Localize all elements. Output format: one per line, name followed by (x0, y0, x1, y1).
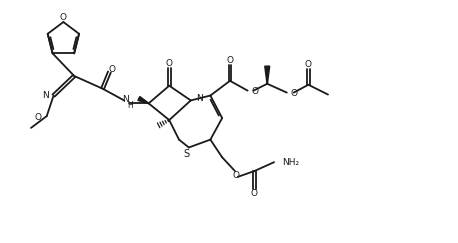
Polygon shape (265, 66, 270, 84)
Text: O: O (291, 89, 298, 98)
Text: S: S (184, 149, 190, 159)
Text: O: O (305, 60, 312, 69)
Text: H: H (127, 101, 133, 110)
Text: O: O (251, 87, 258, 96)
Text: O: O (35, 113, 42, 122)
Polygon shape (138, 96, 149, 104)
Text: O: O (251, 189, 258, 198)
Text: O: O (232, 171, 240, 180)
Text: NH₂: NH₂ (282, 158, 299, 167)
Text: O: O (166, 59, 173, 68)
Text: O: O (226, 56, 234, 65)
Text: O: O (109, 65, 116, 74)
Text: N: N (122, 95, 129, 104)
Text: N: N (196, 94, 202, 103)
Text: O: O (60, 13, 67, 22)
Text: N: N (42, 91, 49, 100)
